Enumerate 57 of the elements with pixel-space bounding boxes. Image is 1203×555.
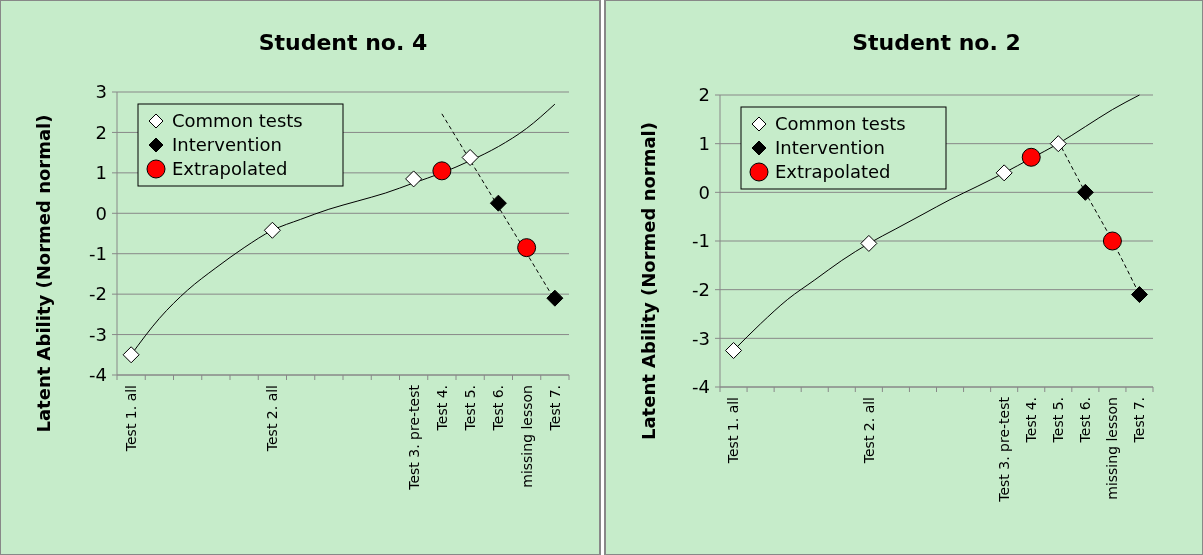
point <box>517 238 537 258</box>
point <box>1021 147 1041 167</box>
y-tick-label: -1 <box>89 243 107 265</box>
point <box>432 161 452 181</box>
legend-label: Common tests <box>172 110 303 132</box>
point <box>1102 231 1122 251</box>
y-tick-label: -2 <box>692 278 710 300</box>
x-tick-label: Test 7. <box>546 385 563 432</box>
x-tick-label: Test 3. pre-test <box>405 384 422 491</box>
legend-label: Common tests <box>775 113 906 135</box>
x-tick-label: Test 4. <box>433 385 450 432</box>
x-tick-label: Test 3. pre-test <box>996 396 1013 503</box>
x-tick-label: Test 5. <box>462 385 479 432</box>
point <box>1076 183 1094 201</box>
point <box>122 346 140 364</box>
y-tick-label: -3 <box>89 323 107 345</box>
x-tick-label: Test 2. all <box>860 397 877 465</box>
y-tick-label: -3 <box>692 327 710 349</box>
y-tick-label: 0 <box>95 202 107 224</box>
x-tick-label: Test 6. <box>490 385 507 432</box>
point <box>725 342 743 359</box>
x-tick-label: Test 2. all <box>264 385 281 453</box>
x-tick-label: Test 1. all <box>123 385 140 453</box>
legend-label: Extrapolated <box>775 161 891 183</box>
x-tick-label: missing lesson <box>518 385 535 488</box>
y-tick-label: 2 <box>698 84 710 106</box>
point <box>546 289 564 307</box>
y-tick-label: 3 <box>95 81 107 103</box>
y-tick-label: 0 <box>698 181 710 203</box>
chart-title: Student no. 4 <box>258 30 428 55</box>
x-tick-label: Test 4. <box>1023 397 1040 444</box>
x-tick-label: Test 5. <box>1050 397 1067 444</box>
x-tick-label: missing lesson <box>1104 397 1121 500</box>
x-tick-label: Test 6. <box>1077 397 1094 444</box>
x-tick-label: Test 7. <box>1131 397 1148 444</box>
point <box>995 164 1013 182</box>
y-tick-label: -4 <box>692 376 710 398</box>
legend-label: Intervention <box>172 134 282 156</box>
point <box>461 148 479 166</box>
x-tick-label: Test 1. all <box>725 397 742 465</box>
y-tick-label: -1 <box>692 230 710 252</box>
y-axis-title: Latent Ability (Normed normal) <box>638 121 659 441</box>
chart-title: Student no. 2 <box>852 30 1021 55</box>
point <box>263 221 281 239</box>
point <box>405 170 423 188</box>
point <box>489 194 507 212</box>
legend-label: Intervention <box>775 137 885 159</box>
y-tick-label: -4 <box>89 364 107 386</box>
point <box>860 234 878 252</box>
y-tick-label: 1 <box>698 132 710 154</box>
point <box>1049 135 1067 153</box>
y-tick-label: 1 <box>95 162 107 184</box>
legend-label: Extrapolated <box>172 158 288 180</box>
y-axis-title: Latent Ability (Normed normal) <box>33 114 54 433</box>
y-tick-label: 2 <box>95 121 107 143</box>
point <box>1130 286 1148 304</box>
y-tick-label: -2 <box>89 283 107 305</box>
